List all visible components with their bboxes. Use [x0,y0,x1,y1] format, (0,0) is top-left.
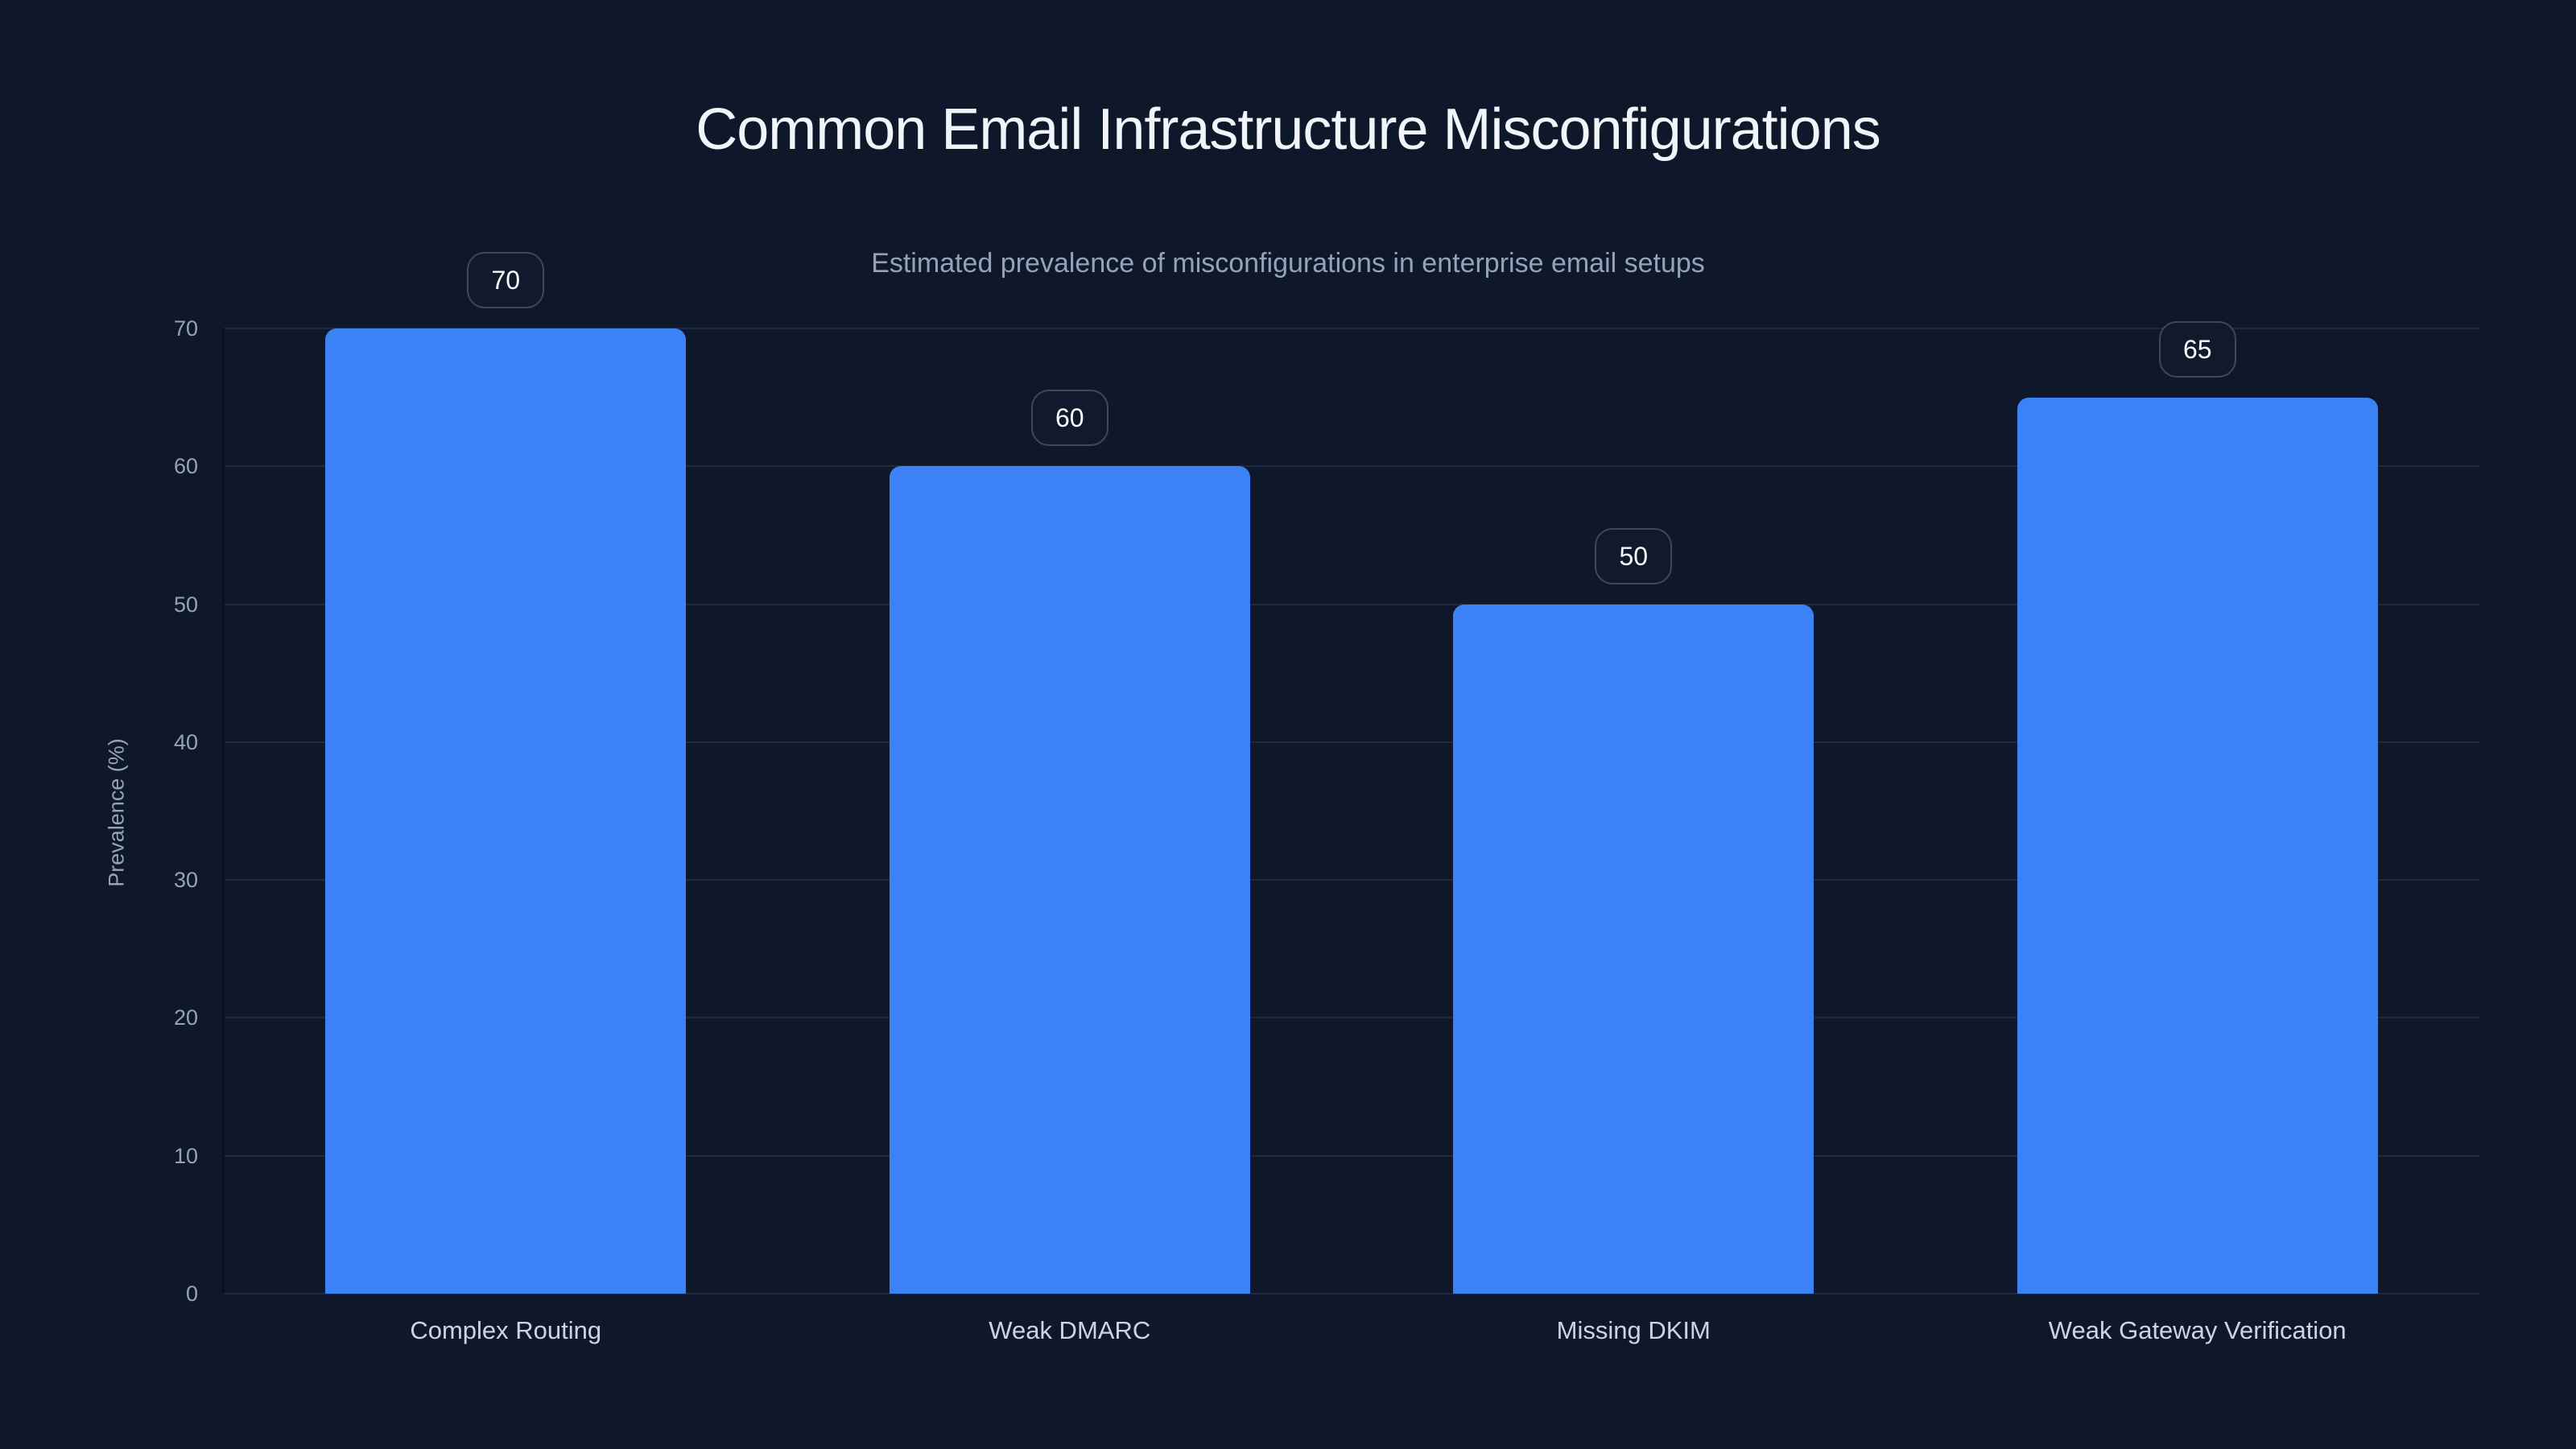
bar-value-badge: 65 [2158,320,2236,378]
chart-subtitle: Estimated prevalence of misconfiguration… [871,248,1705,279]
category-label: Weak Gateway Verification [2048,1316,2347,1344]
y-gridline [224,328,2479,329]
y-tick-label: 40 [173,729,198,754]
bar-value-badge: 50 [1595,527,1673,584]
y-tick-label: 20 [173,1005,198,1030]
y-gridline [224,465,2479,468]
y-tick-label: 70 [173,316,198,341]
category-label: Missing DKIM [1556,1316,1711,1344]
category-label: Weak DMARC [989,1316,1151,1344]
y-axis-line [222,328,225,1294]
y-gridline [224,1293,2479,1294]
bar-complex-routing[interactable] [325,328,687,1294]
bar-weak-gateway-verification[interactable] [2017,397,2378,1294]
bar-value-badge: 60 [1030,390,1108,447]
y-gridline [224,1017,2479,1019]
y-gridline [224,879,2479,881]
y-axis-title: Prevalence (%) [104,738,129,887]
y-tick-label: 50 [173,592,198,617]
chart-title: Common Email Infrastructure Misconfigura… [696,97,1881,162]
bar-missing-dkim[interactable] [1453,604,1814,1294]
y-tick-label: 10 [173,1143,198,1168]
y-gridline [224,603,2479,605]
bar-value-badge: 70 [467,252,545,308]
bar-weak-dmarc[interactable] [889,466,1250,1294]
y-gridline [224,741,2479,743]
category-label: Complex Routing [410,1316,602,1344]
y-tick-label: 60 [173,454,198,479]
y-gridline [224,1154,2479,1157]
y-tick-label: 0 [185,1282,198,1306]
y-tick-label: 30 [173,868,198,893]
